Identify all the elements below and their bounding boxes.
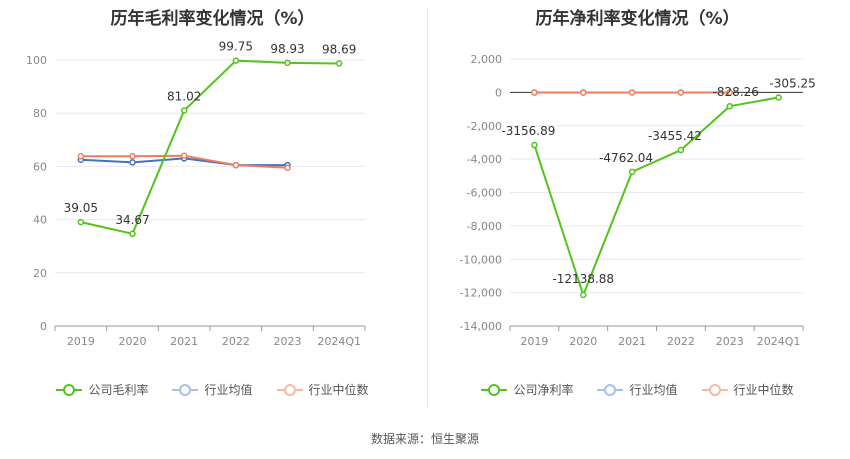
x-tick-label: 2021 <box>170 335 198 348</box>
data-point <box>77 218 85 226</box>
data-label: -828.26 <box>713 85 759 99</box>
x-tick-label: 2020 <box>119 335 147 348</box>
data-point <box>77 153 85 160</box>
net-margin-legend: 公司净利率 行业均值 行业中位数 <box>425 381 850 398</box>
data-point <box>180 107 188 114</box>
net-margin-chart-title: 历年净利率变化情况（%） <box>535 9 740 29</box>
legend-line-marker-icon <box>276 383 303 396</box>
data-point <box>129 159 136 166</box>
x-tick-label: 2022 <box>667 335 695 348</box>
x-tick-label: 2019 <box>520 335 548 348</box>
data-point <box>180 152 188 160</box>
legend-item-company-net-margin[interactable]: 公司净利率 <box>481 381 573 398</box>
y-tick-label: -8,000 <box>467 220 502 233</box>
y-tick-label: 80 <box>33 107 47 120</box>
legend-label: 行业中位数 <box>733 383 794 397</box>
data-point <box>775 94 782 101</box>
data-label: 99.75 <box>219 40 253 54</box>
data-point <box>677 89 685 96</box>
data-point <box>129 153 136 160</box>
data-label: 98.93 <box>270 42 304 56</box>
legend-label: 行业均值 <box>204 383 253 397</box>
data-label: 98.69 <box>322 42 356 56</box>
data-point <box>677 146 685 154</box>
x-tick-label: 2022 <box>222 335 250 348</box>
x-tick-label: 2024Q1 <box>757 335 801 348</box>
data-label: 34.67 <box>115 213 149 227</box>
y-tick-label: 40 <box>33 214 47 227</box>
data-label: -12138.88 <box>552 272 614 286</box>
y-tick-label: 20 <box>33 267 47 280</box>
data-point <box>531 141 538 149</box>
legend-line-marker-icon <box>481 383 508 396</box>
data-point <box>129 230 136 238</box>
data-point <box>726 89 733 96</box>
gross-margin-chart-title: 历年毛利率变化情况（%） <box>110 9 315 29</box>
gross-margin-chart: 历年毛利率变化情况（%） 0 20 40 60 80 100 2019 2020 2021 202… <box>0 0 425 420</box>
gross-margin-legend: 公司毛利率 行业均值 行业中位数 <box>0 381 425 398</box>
data-label: -3156.89 <box>501 124 555 138</box>
legend-line-marker-icon <box>56 383 83 396</box>
data-point <box>628 168 636 176</box>
legend-item-industry-median[interactable]: 行业中位数 <box>701 381 794 398</box>
legend-label: 公司净利率 <box>513 383 574 397</box>
legend-item-industry-median[interactable]: 行业中位数 <box>276 381 369 398</box>
data-point <box>580 291 587 299</box>
data-label: -305.25 <box>769 76 815 90</box>
y-tick-label: 0 <box>495 86 502 99</box>
y-tick-label: 2,000 <box>471 53 503 66</box>
y-tick-label: 100 <box>26 54 47 67</box>
gross-margin-plot: 0 20 40 60 80 100 2019 2020 2021 2022 2023 2024Q1 39… <box>26 40 366 348</box>
x-tick-label: 2023 <box>274 335 302 348</box>
data-point <box>284 164 291 171</box>
legend-label: 公司毛利率 <box>88 383 149 397</box>
data-label: -3455.42 <box>648 129 702 143</box>
data-label: 81.02 <box>167 89 201 103</box>
data-point <box>531 89 538 96</box>
x-tick-label: 2024Q1 <box>317 335 361 348</box>
data-label: -4762.04 <box>599 151 653 165</box>
y-tick-label: -12,000 <box>460 287 502 300</box>
legend-line-marker-icon <box>172 383 199 396</box>
legend-line-marker-icon <box>597 383 624 396</box>
y-tick-label: -4,000 <box>467 153 502 166</box>
net-margin-chart: 历年净利率变化情况（%） -14,000 -12,000 -10,000 -8,000… <box>425 0 850 420</box>
x-tick-label: 2020 <box>569 335 597 348</box>
legend-line-marker-icon <box>701 383 728 396</box>
y-tick-label: 60 <box>33 160 47 173</box>
data-point <box>628 89 636 96</box>
data-point <box>580 89 587 96</box>
y-tick-label: -2,000 <box>467 120 502 133</box>
x-tick-label: 2023 <box>716 335 744 348</box>
legend-item-company-gross-margin[interactable]: 公司毛利率 <box>56 381 148 398</box>
data-point <box>726 102 733 110</box>
legend-item-industry-average[interactable]: 行业均值 <box>597 381 678 398</box>
x-tick-label: 2021 <box>618 335 646 348</box>
y-tick-label: -10,000 <box>460 253 502 266</box>
y-tick-label: 0 <box>40 320 47 333</box>
data-point <box>232 57 240 64</box>
data-point <box>232 161 240 169</box>
y-tick-label: -14,000 <box>460 320 502 333</box>
data-source-note: 数据来源：恒生聚源 <box>370 432 479 446</box>
net-margin-plot: -14,000 -12,000 -10,000 -8,000 -6,000 -4,000 -… <box>460 53 816 348</box>
x-tick-label: 2019 <box>67 335 95 348</box>
data-point <box>284 59 291 67</box>
legend-label: 行业均值 <box>629 383 678 397</box>
y-tick-label: -6,000 <box>467 187 502 200</box>
series-line <box>533 96 779 296</box>
chart-divider <box>427 8 428 408</box>
data-point <box>335 60 343 67</box>
series-line <box>80 59 340 235</box>
data-label: 39.05 <box>64 201 98 215</box>
legend-item-industry-average[interactable]: 行业均值 <box>172 381 253 398</box>
legend-label: 行业中位数 <box>308 383 369 397</box>
